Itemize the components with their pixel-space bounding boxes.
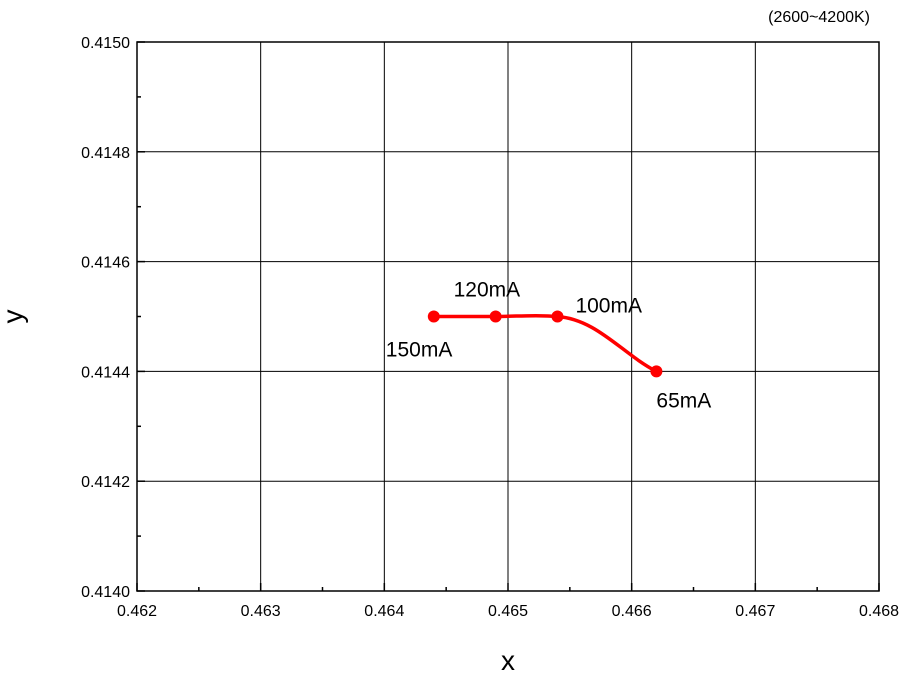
point-labels: 150mA 120mA 100mA 65mA [386, 279, 711, 413]
y-tick-label: 0.4142 [81, 474, 130, 491]
y-axis-title: y [0, 310, 28, 324]
x-tick-label: 0.462 [117, 603, 157, 620]
temperature-range-note: (2600~4200K) [768, 9, 870, 26]
y-tick-labels: 0.4140 0.4142 0.4144 0.4146 0.4148 0.4150 [81, 35, 130, 601]
x-tick-label: 0.467 [735, 603, 775, 620]
x-tick-label: 0.466 [612, 603, 652, 620]
x-tick-labels: 0.462 0.463 0.464 0.465 0.466 0.467 0.468 [117, 603, 899, 620]
point-label: 100mA [575, 295, 642, 318]
grid [137, 42, 879, 591]
y-tick-label: 0.4144 [81, 364, 130, 381]
x-axis-title: x [501, 645, 515, 676]
series-markers [427, 310, 663, 378]
x-tick-label: 0.465 [488, 603, 528, 620]
data-point [551, 310, 564, 323]
y-tick-label: 0.4140 [81, 584, 130, 601]
y-tick-label: 0.4150 [81, 35, 130, 52]
y-tick-label: 0.4148 [81, 145, 130, 162]
point-label: 150mA [386, 339, 453, 362]
x-tick-label: 0.468 [859, 603, 899, 620]
data-point [650, 365, 663, 378]
y-tick-label: 0.4146 [81, 255, 130, 272]
x-tick-label: 0.463 [241, 603, 281, 620]
point-label: 65mA [656, 389, 711, 412]
point-label: 120mA [454, 279, 521, 302]
data-point [489, 310, 502, 323]
data-point [427, 310, 440, 323]
series-line [432, 313, 659, 374]
x-tick-label: 0.464 [364, 603, 404, 620]
minor-ticks [136, 41, 880, 592]
